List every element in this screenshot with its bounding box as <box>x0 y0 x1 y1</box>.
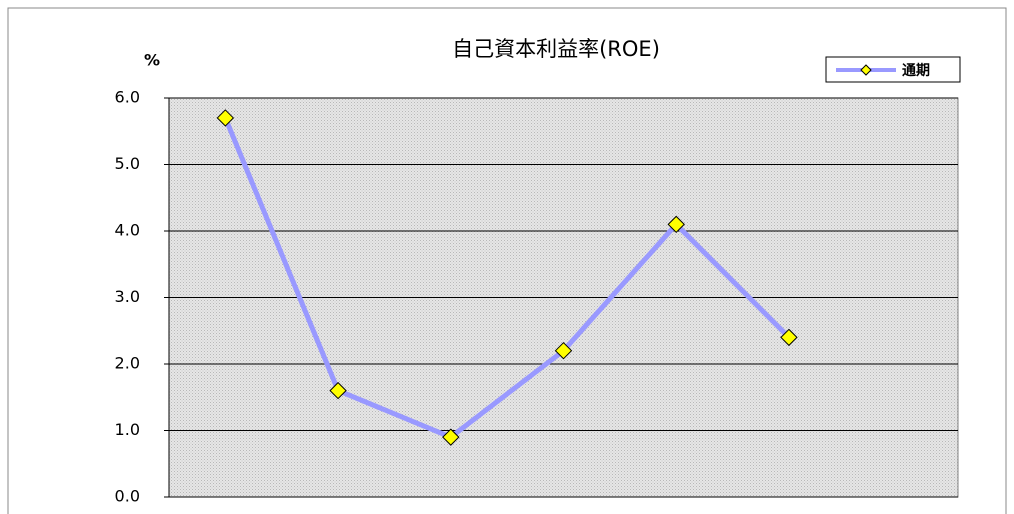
data-point <box>780 328 798 347</box>
data-point <box>329 381 347 400</box>
y-tick-label: 2.0 <box>115 354 140 373</box>
y-tick-label: 4.0 <box>115 221 140 240</box>
y-tick-label: 6.0 <box>115 88 140 107</box>
y-tick-label: 5.0 <box>115 154 140 173</box>
y-tick-label: 0.0 <box>115 487 140 506</box>
data-point <box>442 428 460 446</box>
y-tick-label: 1.0 <box>115 420 140 439</box>
legend-label: 通期 <box>902 63 930 79</box>
data-point <box>216 109 235 127</box>
y-axis-label: % <box>144 51 160 70</box>
data-point <box>667 215 685 234</box>
series-line <box>223 116 791 440</box>
chart-title: 自己資本利益率(ROE) <box>452 37 660 61</box>
data-point <box>554 341 573 360</box>
legend-marker <box>860 64 872 76</box>
y-tick-label: 3.0 <box>115 287 140 306</box>
